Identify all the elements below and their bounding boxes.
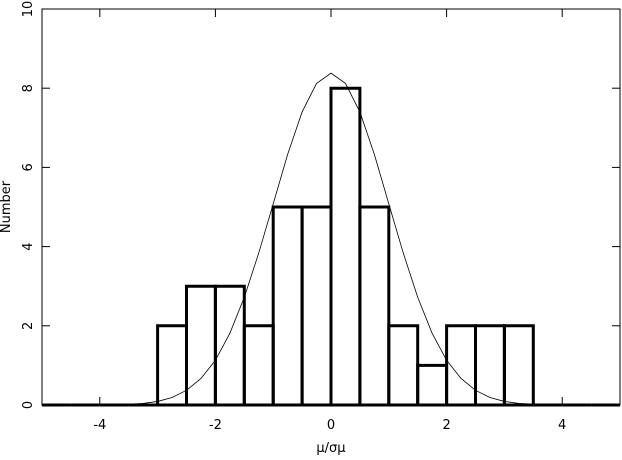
y-tick-label: 8 — [21, 84, 36, 92]
x-axis-label: μ/σμ — [316, 441, 345, 456]
histogram-bar — [387, 324, 420, 407]
histogram-bar — [358, 205, 391, 407]
x-tick-label: -4 — [93, 418, 106, 433]
y-tick-label: 4 — [21, 242, 36, 250]
histogram-bar — [300, 205, 333, 407]
y-tick-label: 2 — [21, 322, 36, 330]
y-tick-label: 10 — [21, 1, 36, 18]
y-axis-label: Number — [0, 180, 14, 233]
y-tick-label: 6 — [21, 163, 36, 171]
x-tick-label: 0 — [327, 418, 335, 433]
histogram-bar — [156, 324, 188, 407]
histogram-bar — [213, 284, 246, 407]
y-tick-label: 0 — [21, 401, 36, 409]
histogram-bar — [242, 324, 275, 407]
histogram-bar — [416, 363, 449, 407]
histogram-bar — [271, 205, 304, 407]
histogram-bar — [474, 324, 506, 407]
histogram-bar — [329, 86, 362, 407]
fit-curve — [42, 72, 620, 406]
histogram-bar — [502, 324, 535, 407]
x-tick-label: -2 — [209, 418, 222, 433]
x-tick-label: 2 — [442, 418, 450, 433]
x-tick-label: 4 — [558, 418, 566, 433]
